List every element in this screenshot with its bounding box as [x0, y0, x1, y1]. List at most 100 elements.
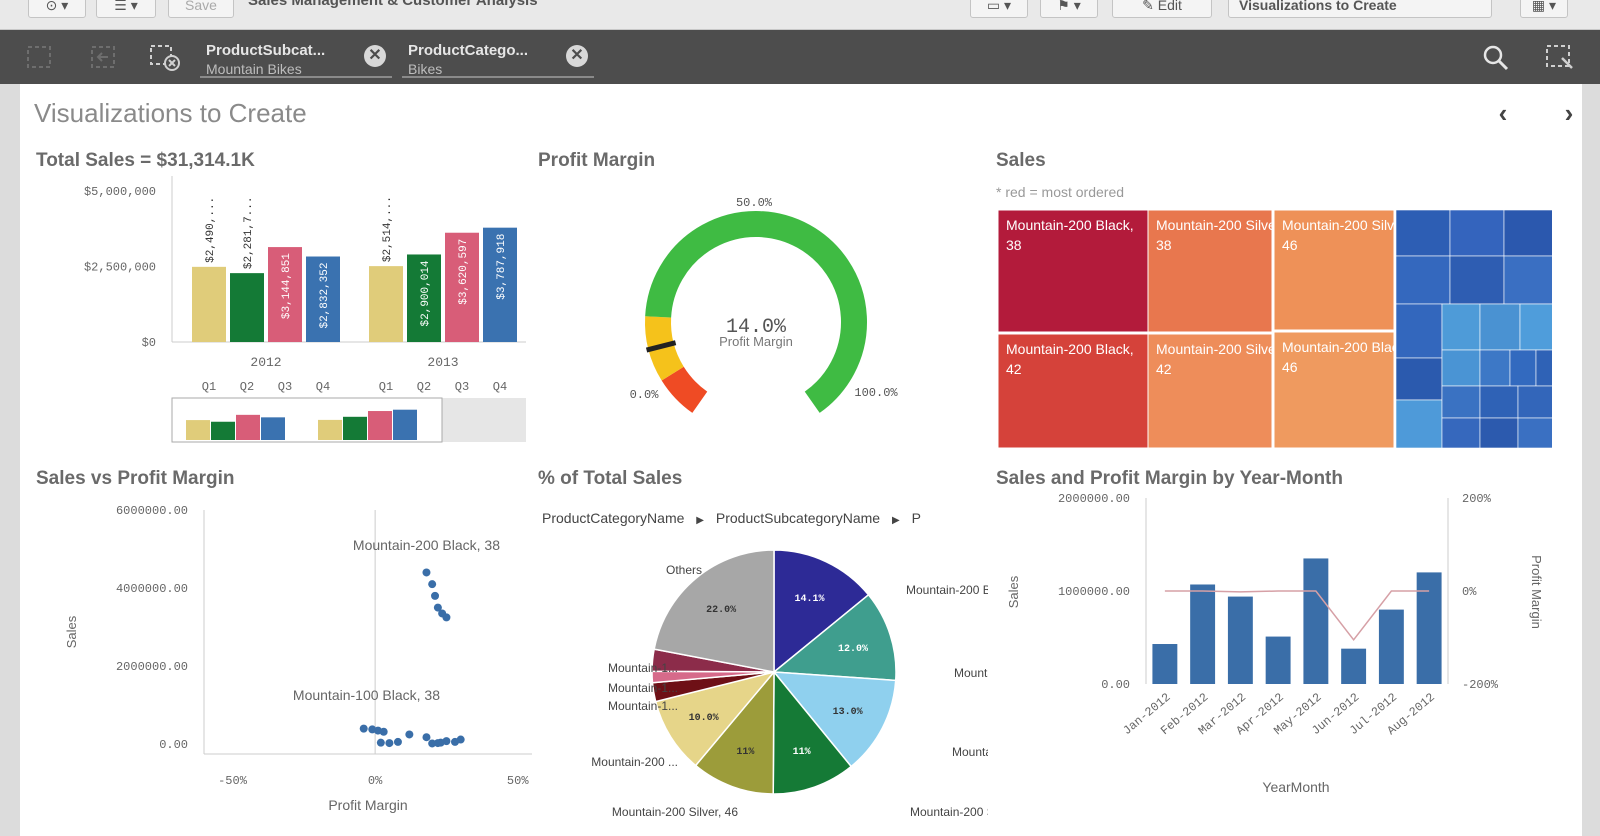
bookmark-button[interactable]: ⚑ ▾ [1040, 0, 1098, 18]
navigation-menu-button[interactable]: ⊙ ▾ [28, 0, 86, 18]
save-button[interactable]: Save [168, 0, 234, 18]
scatter-point [431, 591, 440, 600]
next-sheet-button[interactable]: › [1554, 98, 1584, 128]
mini-bar [261, 417, 285, 440]
treemap-cell-label: Mountain-200 Silver, [1282, 217, 1410, 233]
y-axis-title: Sales [1006, 575, 1021, 608]
pie-plot: 14.1% Mountain-200 Black, 38 12.0% Mountain… [591, 549, 988, 819]
treemap-cell [1395, 255, 1451, 305]
clear-all-button[interactable] [148, 42, 180, 72]
y2-tick-label: -200% [1462, 678, 1499, 692]
step-back-button[interactable] [88, 42, 120, 72]
remove-selection-icon[interactable]: ✕ [566, 45, 588, 67]
chart-title: % of Total Sales [538, 468, 683, 489]
gauge-band [645, 211, 867, 413]
treemap-cell [1509, 349, 1537, 387]
treemap-cell [1479, 303, 1521, 351]
pie-slice [653, 549, 775, 673]
scatter-point [376, 738, 385, 747]
selection-value: Mountain Bikes [206, 61, 302, 77]
treemap-cell-label: 46 [1282, 237, 1298, 253]
point-annotation: Mountain-100 Black, 38 [293, 687, 440, 703]
chart-title: Profit Margin [538, 150, 656, 171]
global-menu-button[interactable]: ☰ ▾ [96, 0, 156, 18]
edit-button[interactable]: ✎ Edit [1112, 0, 1212, 18]
scatter-point [359, 724, 368, 733]
story-button[interactable]: ▭ ▾ [970, 0, 1028, 18]
scatter-point [433, 603, 442, 612]
treemap-cell [1449, 210, 1505, 257]
treemap-cell [1479, 349, 1511, 387]
bar [1303, 558, 1329, 684]
sheets-grid-button[interactable]: ▦ ▾ [1520, 0, 1568, 18]
breadcrumb-item[interactable]: ProductSubcategoryName [715, 510, 881, 526]
treemap-cell [1273, 331, 1395, 449]
sheet-selector[interactable]: Visualizations to Create [1228, 0, 1492, 18]
bar-data-label: $2,514,... [382, 196, 394, 262]
gauge-plot: 14.0%Profit Margin 50.0% 0.0% 100.0% [630, 196, 898, 413]
selection-field: ProductSubcat... [206, 42, 326, 59]
gauge-mid-label: 50.0% [736, 196, 773, 210]
total-sales-chart[interactable]: Total Sales = $31,314.1K $5,000,000 $2,50… [36, 150, 536, 460]
bar [1416, 572, 1442, 684]
selection-chip[interactable]: ProductCatego... Bikes ✕ [402, 36, 594, 78]
y-tick-label: 0.00 [159, 738, 188, 752]
treemap-cell [1503, 210, 1552, 257]
y2-tick-label: 0% [1462, 585, 1477, 599]
x-tick-label: -50% [218, 774, 248, 788]
percent-total-sales-pie[interactable]: % of Total Sales ProductCategoryName ▶ P… [538, 468, 988, 836]
sheet-title: Visualizations to Create [34, 98, 307, 128]
bar [1265, 636, 1291, 684]
chart-title: Sales [996, 150, 1046, 171]
bar-data-label: $3,620,597 [458, 239, 470, 305]
treemap-cell [1147, 210, 1273, 333]
gauge-max-label: 100.0% [854, 386, 898, 400]
sales-vs-profit-scatter[interactable]: Sales vs Profit Margin 6000000.00 4000000… [36, 468, 536, 836]
profit-margin-gauge[interactable]: Profit Margin 14.0% Profit Margin 50.0% 0.0… [538, 150, 958, 460]
x-tick-label: Q3 [455, 380, 469, 394]
scatter-point [422, 568, 431, 577]
treemap-plot: Mountain-200 Black, 38 Mountain-200 Silver… [997, 210, 1552, 449]
chevron-right-icon: › [1564, 98, 1574, 128]
selections-tool-button[interactable] [24, 42, 56, 72]
selection-chip[interactable]: ProductSubcat... Mountain Bikes ✕ [200, 36, 392, 78]
scatter-point [442, 613, 451, 622]
bar-data-label: $2,281,7... [243, 197, 255, 270]
previous-sheet-button[interactable]: ‹ [1488, 98, 1518, 128]
treemap-cell [997, 333, 1149, 449]
pie-slice [694, 669, 775, 795]
bar [230, 273, 264, 342]
sales-profit-by-month-chart[interactable]: Sales and Profit Margin by Year-Month 20… [996, 468, 1552, 836]
pie-slice-label: Mountain-200 ... [591, 755, 678, 769]
compass-icon: ⊙ ▾ [45, 0, 69, 13]
x-axis-title: YearMonth [1262, 779, 1329, 795]
search-button[interactable] [1480, 42, 1512, 72]
y2-tick-label: 200% [1462, 492, 1492, 506]
bar-data-label: $2,490,... [205, 197, 217, 263]
drilldown-breadcrumb[interactable]: ProductCategoryName ▶ ProductSubcategory… [542, 510, 972, 526]
remove-selection-icon[interactable]: ✕ [364, 45, 386, 67]
treemap-cell-label: 38 [1156, 237, 1172, 253]
bar [445, 232, 479, 342]
breadcrumb-item[interactable]: P [911, 510, 921, 526]
treemap-cell-label: Mountain-200 Black, [1006, 217, 1134, 233]
mini-bar [368, 411, 392, 440]
step-back-icon [91, 46, 115, 68]
sales-treemap[interactable]: Sales * red = most ordered Mountain-200 … [996, 150, 1552, 460]
mini-bar [211, 421, 235, 440]
treemap-cell [1479, 385, 1519, 419]
treemap-cell-label: Mountain-200 Silver, [1156, 341, 1284, 357]
bookmark-icon: ⚑ ▾ [1057, 0, 1081, 13]
breadcrumb-item[interactable]: ProductCategoryName [542, 510, 685, 526]
scatter-point [428, 580, 437, 589]
x-tick-label: Q2 [417, 380, 431, 394]
chart-subtitle: * red = most ordered [996, 184, 1125, 200]
mini-bar [236, 414, 260, 440]
treemap-cell [1441, 417, 1481, 449]
bar [1341, 648, 1367, 684]
mini-bar [318, 419, 342, 440]
treemap-cell-label: Mountain-200 Black, [1282, 339, 1410, 355]
smart-search-button[interactable] [1544, 42, 1576, 72]
scatter-point [405, 730, 414, 739]
pie-slice [772, 669, 853, 795]
